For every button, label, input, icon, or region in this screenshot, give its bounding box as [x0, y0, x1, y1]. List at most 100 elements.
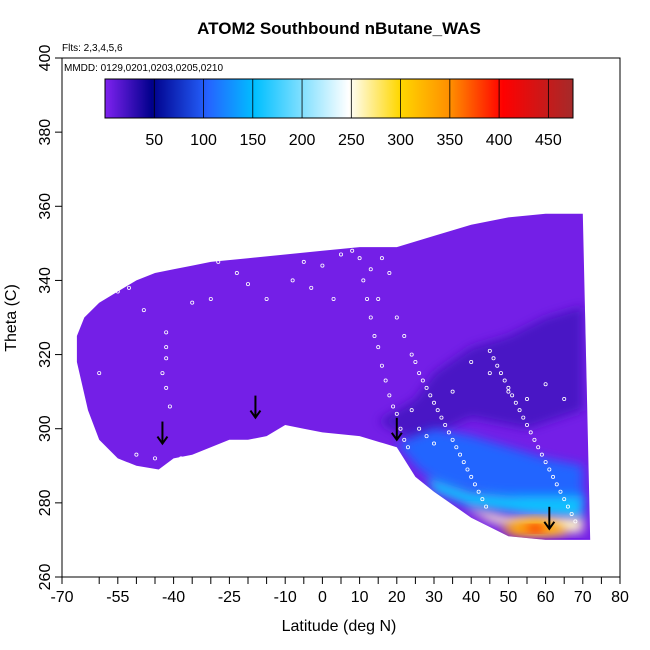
y-tick-label: 400 [37, 45, 54, 72]
sample-point [405, 445, 410, 450]
sample-point [320, 263, 325, 268]
field-region-dark-blue-core [378, 306, 583, 444]
sample-point [368, 315, 373, 320]
sample-point [528, 430, 533, 435]
sample-point [525, 397, 530, 402]
sample-point [104, 293, 109, 298]
colorbar-tick-label: 450 [535, 132, 562, 149]
sample-point [569, 511, 574, 516]
y-tick-label: 380 [37, 119, 54, 146]
field-region-light-blue-band [426, 476, 583, 518]
x-tick-label: 10 [351, 589, 369, 606]
x-axis: -70 -55 -40 -25 -10 0 10 20 30 40 50 60 70 80 [50, 577, 629, 606]
y-tick-label: 320 [37, 341, 54, 368]
down-arrow-icon [249, 395, 262, 420]
colorbar: 50 100 150 200 250 300 350 400 450 [104, 78, 574, 149]
sample-point [424, 385, 429, 390]
sample-point [115, 289, 120, 294]
y-axis-label: Theta (C) [3, 284, 20, 352]
sample-point [521, 415, 526, 420]
sample-point [409, 408, 414, 413]
sample-point [469, 474, 474, 479]
sample-point [164, 356, 169, 361]
flights-label: Flts: 2,3,4,5,6 [62, 43, 123, 54]
down-arrow-icon [543, 506, 556, 531]
sample-point [502, 378, 507, 383]
sample-point [547, 467, 552, 472]
chart-title: ATOM2 Southbound nButane_WAS [197, 19, 481, 38]
y-axis: 260 280 300 320 340 360 380 400 [37, 45, 62, 591]
colorbar-tick-label: 50 [145, 132, 163, 149]
sample-point [543, 382, 548, 387]
sample-point [443, 423, 448, 428]
sample-point [562, 397, 567, 402]
sample-point [379, 256, 384, 261]
sample-points [97, 248, 578, 524]
sample-point [309, 285, 314, 290]
y-tick-label: 360 [37, 193, 54, 220]
data-field [76, 213, 591, 540]
x-tick-label: 60 [537, 589, 555, 606]
sample-point [525, 423, 530, 428]
sample-point [301, 259, 306, 264]
y-tick-label: 300 [37, 415, 54, 442]
down-arrow-icon [156, 421, 169, 446]
sample-point [458, 452, 463, 457]
sample-point [565, 504, 570, 509]
x-tick-label: 30 [425, 589, 443, 606]
sample-point [216, 259, 221, 264]
sample-point [513, 400, 518, 405]
sample-point [517, 408, 522, 413]
sample-point [480, 497, 485, 502]
sample-point [562, 497, 567, 502]
x-tick-label: 20 [388, 589, 406, 606]
sample-point [431, 441, 436, 446]
sample-point [350, 248, 355, 253]
sample-point [190, 300, 195, 305]
colorbar-tick-label: 200 [289, 132, 316, 149]
sample-point [450, 389, 455, 394]
sample-point [510, 393, 515, 398]
sample-point [491, 356, 496, 361]
sample-point [376, 345, 381, 350]
sample-point [435, 408, 440, 413]
sample-point [484, 504, 489, 509]
sample-point [164, 385, 169, 390]
sample-point [476, 489, 481, 494]
x-tick-label: -55 [106, 589, 129, 606]
sample-point [290, 278, 295, 283]
sample-point [387, 393, 392, 398]
x-tick-label: -25 [218, 589, 241, 606]
sample-point [417, 371, 422, 376]
sample-point [543, 460, 548, 465]
sample-point [413, 359, 418, 364]
colorbar-tick-label: 100 [190, 132, 217, 149]
x-tick-label: 80 [611, 589, 629, 606]
sample-point [338, 252, 343, 257]
sample-point [126, 285, 131, 290]
sample-point [208, 296, 213, 301]
y-tick-label: 260 [37, 564, 54, 591]
sample-point [465, 467, 470, 472]
sample-point [234, 271, 239, 276]
sample-point [446, 430, 451, 435]
sample-point [361, 278, 366, 283]
colorbar-gradient [104, 78, 574, 119]
sample-point [376, 296, 381, 301]
sample-point [469, 359, 474, 364]
x-axis-label: Latitude (deg N) [282, 618, 397, 635]
sample-point [428, 393, 433, 398]
sample-point [409, 352, 414, 357]
x-tick-label: -10 [274, 589, 297, 606]
sample-point [487, 371, 492, 376]
dates-label: MMDD: 0129,0201,0203,0205,0210 [64, 63, 223, 74]
x-tick-label: 0 [318, 589, 327, 606]
sample-point [506, 389, 511, 394]
colorbar-tick-label: 150 [239, 132, 266, 149]
field-region-red-core [523, 525, 546, 533]
sample-point [420, 378, 425, 383]
sample-point [394, 411, 399, 416]
sample-point [551, 474, 556, 479]
sample-point [454, 445, 459, 450]
sample-point [498, 371, 503, 376]
